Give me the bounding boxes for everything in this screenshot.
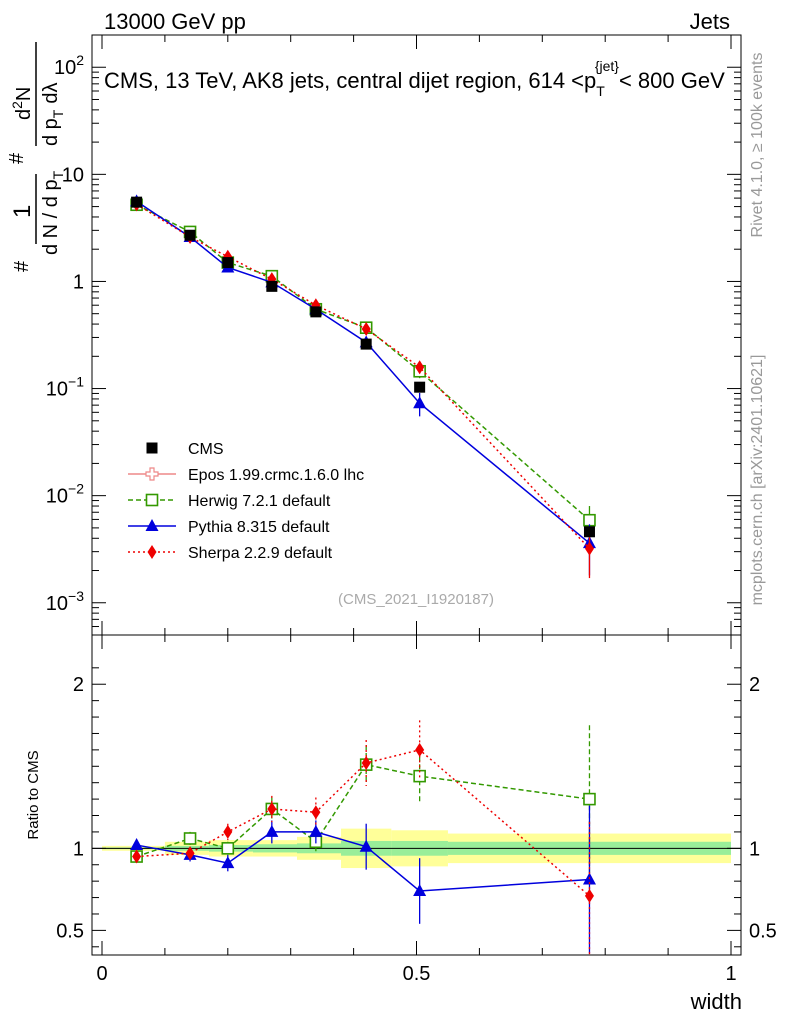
ratio-point-sherpa <box>223 824 233 839</box>
chart-title-end: < 800 GeV <box>619 68 725 93</box>
ratio-point-sherpa <box>267 801 277 816</box>
main-point-herwig <box>583 513 596 527</box>
ratio-plot-frame <box>91 634 742 956</box>
y-tick-label: 10−3 <box>46 588 84 615</box>
side-rivet-label: Rivet 4.1.0, ≥ 100k events <box>749 53 766 238</box>
main-point-sherpa <box>361 321 371 336</box>
legend-marker-epos <box>145 467 159 481</box>
chart-title-sup: {jet} <box>595 58 619 74</box>
y-tick-label: 10−1 <box>46 374 84 401</box>
legend-label-sherpa: Sherpa 2.2.9 default <box>188 545 333 562</box>
ratio-y-tick-label: 0.5 <box>56 920 84 942</box>
y-tick-label: 1 <box>73 271 84 293</box>
chart-title-main: CMS, 13 TeV, AK8 jets, central dijet reg… <box>104 68 596 93</box>
legend-marker-herwig <box>145 493 159 507</box>
x-tick-label: 0.5 <box>403 963 431 985</box>
main-point-cms <box>310 306 322 318</box>
ratio-point-sherpa <box>311 805 321 820</box>
main-point-cms <box>184 229 196 241</box>
ratio-series <box>130 720 596 955</box>
ratio-point-pythia <box>359 839 373 852</box>
ratio-point-pythia <box>130 838 144 851</box>
main-point-cms <box>131 196 143 208</box>
ylabel-hash1: # <box>11 260 33 272</box>
ratio-point-sherpa <box>415 742 425 757</box>
ylabel-denominator: d pTdλ <box>40 83 66 147</box>
main-point-cms <box>414 381 426 393</box>
chart-title: CMS, 13 TeV, AK8 jets, central dijet reg… <box>104 58 725 99</box>
ylabel-dn: d N / d pT <box>40 170 66 255</box>
analysis-id: (CMS_2021_I1920187) <box>338 591 494 608</box>
main-point-cms <box>266 280 278 292</box>
ratio-y-tick-label: 1 <box>73 838 84 860</box>
legend-label-epos: Epos 1.99.crmc.1.6.0 lhc <box>188 467 364 484</box>
ratio-point-pythia <box>221 856 235 869</box>
ratio-point-pythia <box>265 824 279 837</box>
y-tick-label: 10−2 <box>46 481 84 508</box>
legend-marker-pythia <box>145 519 159 531</box>
main-point-cms <box>360 338 372 350</box>
main-point-cms <box>583 526 595 538</box>
ratio-point-sherpa <box>361 756 371 770</box>
ratio-line-sherpa <box>136 749 590 897</box>
ratio-point-sherpa <box>132 849 142 864</box>
main-point-sherpa <box>584 541 594 556</box>
chart-title-sub: T <box>596 83 605 99</box>
x-tick-label: 1 <box>725 963 736 985</box>
ratio-y-tick-label: 2 <box>73 674 84 696</box>
ratio-point-sherpa <box>584 888 594 903</box>
ylabel-one: 1 <box>9 205 36 218</box>
x-axis-label: width <box>690 989 742 1014</box>
main-series <box>130 194 596 579</box>
header-right: Jets <box>690 9 730 34</box>
legend-label-pythia: Pythia 8.315 default <box>188 519 330 536</box>
main-point-sherpa <box>415 360 425 375</box>
legend-marker-cms <box>146 442 158 454</box>
main-line-sherpa <box>136 203 591 550</box>
ratio-line-pythia <box>136 831 590 892</box>
ratio-point-herwig <box>221 842 235 855</box>
legend: CMS Epos 1.99.crmc.1.6.0 lhc Herwig 7.2.1 … <box>128 441 364 562</box>
main-y-axis-label: # 1 d N / d pT # d2N d pTdλ <box>6 42 66 272</box>
ratio-point-pythia <box>309 824 323 837</box>
axis-ticks: 0 0.5 1 10−3 10−2 10−1 1 10 102 0.5 0.5 1 1 2 2 <box>46 34 777 985</box>
ratio-y-tick-label-right: 2 <box>749 674 760 696</box>
y-tick-label: 102 <box>54 52 84 79</box>
x-tick-label: 0 <box>96 963 107 985</box>
ratio-y-tick-label-right: 0.5 <box>749 920 777 942</box>
y-tick-label: 10 <box>62 164 84 186</box>
ratio-point-herwig <box>583 792 596 806</box>
ylabel-numerator: d2N <box>9 87 35 120</box>
ratio-line-herwig <box>136 763 590 858</box>
ratio-y-axis-label: Ratio to CMS <box>25 750 42 839</box>
main-point-cms <box>222 257 234 269</box>
main-line-pythia <box>136 200 590 544</box>
legend-marker-sherpa <box>147 545 157 559</box>
ylabel-hash2: # <box>6 152 28 164</box>
header-left: 13000 GeV pp <box>104 9 246 34</box>
main-point-pythia <box>413 396 427 409</box>
legend-label-cms: CMS <box>188 441 224 458</box>
ratio-point-herwig <box>183 832 197 845</box>
ratio-point-pythia <box>413 884 427 896</box>
side-mcplots-label: mcplots.cern.ch [arXiv:2401.10621] <box>749 355 766 606</box>
ratio-point-sherpa <box>185 846 195 861</box>
ratio-y-tick-label-right: 1 <box>749 838 760 860</box>
legend-label-herwig: Herwig 7.2.1 default <box>188 493 331 510</box>
